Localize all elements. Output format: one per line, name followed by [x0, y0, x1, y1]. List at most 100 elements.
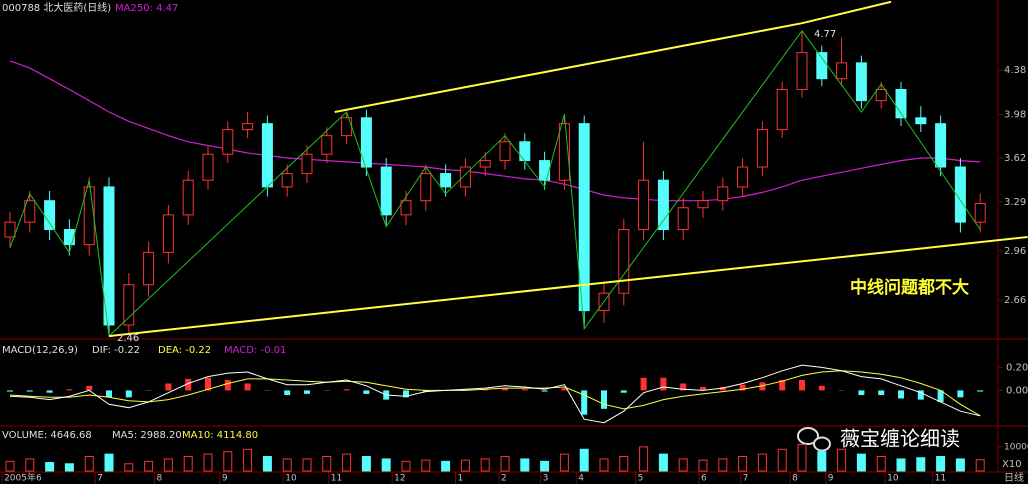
- volume-bar: [262, 456, 272, 472]
- annotation: 4.77: [814, 29, 836, 40]
- macd-bar: [640, 377, 647, 391]
- macd-bar: [818, 385, 825, 391]
- volume-bar: [163, 458, 173, 472]
- candle-body: [618, 229, 630, 294]
- candle-body: [321, 135, 333, 155]
- candle-body: [697, 200, 709, 209]
- y-tick-label: 10000: [1004, 442, 1028, 452]
- candle-body: [677, 207, 689, 231]
- x-tick-label: 10: [285, 474, 297, 484]
- y-tick-label: 4.38: [1004, 65, 1026, 76]
- x-tick-label: 12: [394, 474, 405, 484]
- y-tick-label: 0.00: [1006, 385, 1028, 396]
- y-tick-label: 2.96: [1004, 246, 1026, 257]
- candle-body: [281, 173, 293, 188]
- volume-bar: [520, 458, 530, 472]
- volume-bar: [936, 456, 946, 472]
- macd-bar: [581, 390, 588, 415]
- candle-body: [83, 186, 95, 246]
- candle-body: [499, 141, 511, 162]
- volume-bar: [559, 453, 569, 472]
- dif-label: DIF: -0.22: [92, 345, 140, 356]
- x-tick-label: 11: [331, 474, 342, 484]
- macd-bar: [244, 383, 251, 391]
- candle-body: [935, 123, 947, 168]
- watermark: 薇宝缠论细读: [840, 427, 960, 451]
- macd-bar: [304, 390, 310, 394]
- volume-bar: [45, 462, 55, 472]
- volume-bar: [104, 453, 114, 472]
- candle-body: [400, 200, 412, 216]
- candle-body: [539, 160, 551, 181]
- x-tick-label: 9: [222, 474, 228, 484]
- candle-body: [638, 179, 650, 231]
- candle-body: [915, 117, 927, 125]
- x-tick-label: 7: [97, 474, 103, 484]
- macd-bar: [957, 390, 964, 398]
- zigzag-line: [9, 29, 981, 338]
- volume-bar: [599, 458, 609, 472]
- macd-bar: [541, 390, 548, 392]
- macd-bar: [224, 380, 231, 391]
- macd-bar: [363, 390, 370, 394]
- volume-bar: [896, 458, 906, 472]
- macd-bar: [858, 390, 865, 396]
- macd-bar: [264, 390, 271, 391]
- macd-bar: [106, 390, 112, 398]
- x-tick-label: 8: [792, 474, 798, 484]
- candle-body: [796, 52, 808, 91]
- trend-line: [334, 0, 892, 113]
- volume-bar: [639, 446, 649, 472]
- volume-bar: [718, 458, 728, 472]
- volume-bar: [777, 448, 787, 472]
- macd-bar: [680, 383, 687, 391]
- candle-body: [440, 173, 452, 188]
- macd-bar: [284, 390, 291, 396]
- macd-bar: [7, 390, 13, 392]
- candle-body: [855, 62, 867, 102]
- macd-bar: [145, 390, 152, 391]
- candle-body: [459, 166, 471, 188]
- candle-body: [875, 89, 887, 102]
- volume-bar: [124, 463, 134, 472]
- candle-body: [182, 179, 194, 216]
- candle-body: [420, 173, 432, 202]
- macd-bar: [462, 389, 469, 391]
- volume-bar: [5, 460, 15, 472]
- ma10-label: MA10: 4114.80: [182, 430, 258, 441]
- candle-body: [519, 141, 531, 162]
- volume-bar: [757, 453, 767, 472]
- candle-body: [380, 166, 392, 216]
- macd-bar: [165, 383, 172, 391]
- trend-line: [108, 236, 1028, 338]
- volume-bar: [361, 456, 371, 472]
- macd-bar: [719, 386, 726, 391]
- candle-body: [776, 89, 788, 131]
- candle-body: [143, 251, 155, 286]
- candle-body: [301, 153, 313, 175]
- volume-bar: [619, 456, 629, 472]
- macd-bar: [620, 390, 627, 393]
- macd-bar: [977, 390, 984, 392]
- candle-body: [816, 52, 828, 80]
- candle-body: [162, 214, 174, 253]
- x-tick-label: 2: [501, 474, 507, 484]
- macd-bar: [561, 388, 568, 391]
- macd-value-label: MACD: -0.01: [224, 345, 286, 356]
- macd-bar: [482, 389, 489, 391]
- x-tick-label: 1: [458, 474, 464, 484]
- volume-bar: [955, 458, 965, 472]
- dea-line: [9, 370, 981, 417]
- volume-bar: [322, 456, 332, 472]
- volume-bar: [144, 460, 154, 472]
- macd-label: MACD(12,26,9): [2, 345, 78, 356]
- x-tick-label: 2005年6: [4, 472, 42, 484]
- candle-body: [360, 117, 372, 168]
- annotation: 中线问题都不大: [850, 277, 969, 298]
- candle-body: [836, 62, 848, 80]
- y-tick-label: 3.98: [1004, 109, 1026, 120]
- volume-bar: [342, 453, 352, 472]
- volume-bar: [500, 456, 510, 472]
